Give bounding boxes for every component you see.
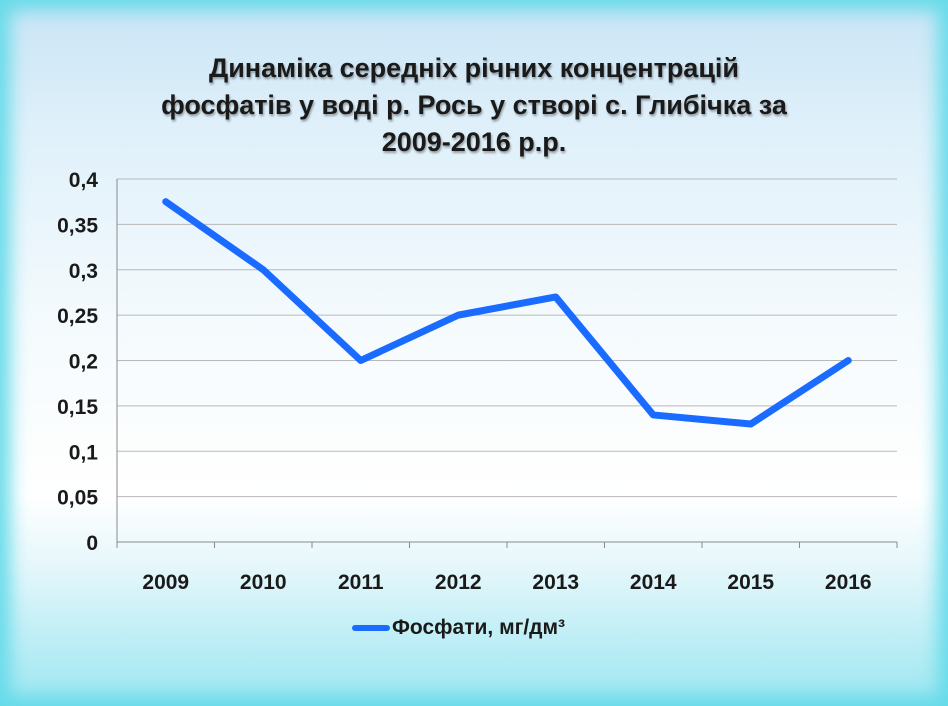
y-tick-label: 0,25: [57, 305, 98, 328]
chart-title-line-2: фосфатів у воді р. Рось у створі с. Глиб…: [161, 90, 787, 120]
y-tick-label: 0,05: [57, 487, 98, 510]
x-tick-label: 2016: [825, 571, 872, 594]
x-tick-label: 2009: [142, 571, 189, 594]
y-tick-label: 0,1: [69, 441, 99, 464]
x-tick-label: 2013: [532, 571, 579, 594]
legend-line-swatch: [352, 625, 390, 631]
y-tick-label: 0,4: [69, 169, 99, 192]
chart-title: Динаміка середніх річних концентрацій фо…: [0, 50, 948, 161]
legend: Фосфати, мг/дм³: [352, 615, 565, 641]
x-tick-label: 2012: [435, 571, 482, 594]
x-tick-label: 2011: [338, 571, 384, 594]
legend-label: Фосфати, мг/дм³: [392, 616, 566, 639]
chart-title-line-3: 2009-2016 р.р.: [381, 127, 567, 157]
y-tick-label: 0,35: [57, 214, 98, 237]
y-tick-label: 0,2: [69, 351, 98, 374]
series-line: [162, 198, 852, 428]
chart-title-line-1: Динаміка середніх річних концентрацій: [208, 53, 740, 83]
y-tick-label: 0: [86, 532, 98, 555]
y-tick-label: 0,15: [57, 396, 98, 419]
y-tick-label: 0,3: [69, 260, 98, 283]
x-tick-label: 2015: [727, 571, 774, 594]
x-tick-label: 2010: [240, 571, 287, 594]
x-tick-label: 2014: [630, 571, 677, 594]
